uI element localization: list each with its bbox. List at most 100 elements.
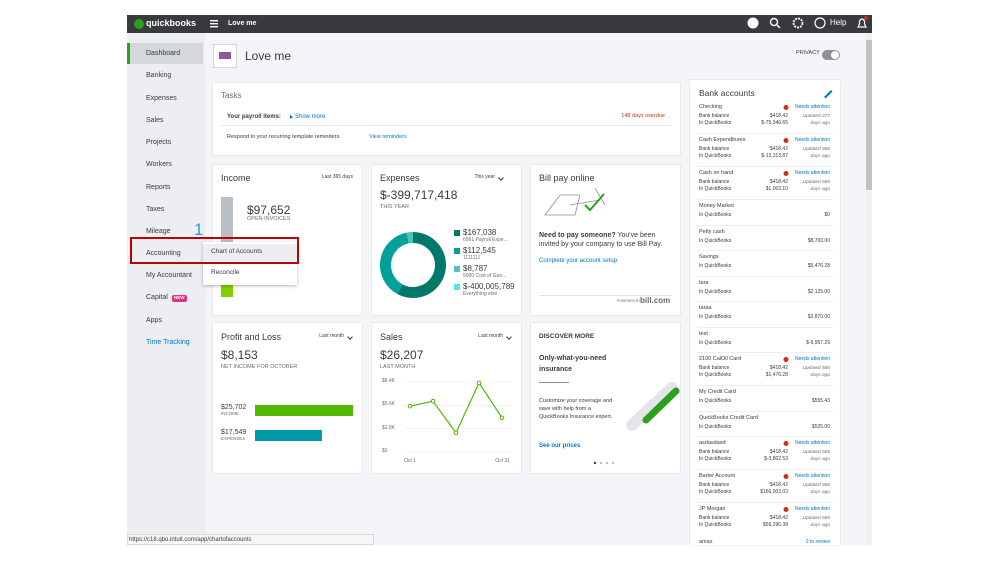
row-label: In QuickBooks bbox=[699, 489, 732, 495]
legend-swatch bbox=[454, 230, 460, 236]
nav-item[interactable]: Sales bbox=[146, 117, 164, 124]
setup-link[interactable]: Complete your account setup bbox=[539, 258, 618, 264]
bill-brand: bill.com bbox=[640, 296, 671, 305]
view-reminders-link[interactable]: View reminders bbox=[369, 134, 407, 140]
notification-dot bbox=[864, 16, 868, 20]
tasks-row bbox=[221, 108, 671, 126]
attention-link[interactable]: Needs attention bbox=[794, 473, 830, 479]
flyout-highlight bbox=[203, 244, 297, 261]
x-label: Oct 1 bbox=[404, 458, 416, 464]
qb-balance: $-3,802.53 bbox=[764, 456, 788, 462]
qb-balance: $525.00 bbox=[811, 423, 830, 430]
legend-label: 5000 Cost of Goo... bbox=[463, 273, 507, 279]
attention-link[interactable]: Needs attention bbox=[794, 170, 830, 176]
card-title: Bill pay online bbox=[539, 173, 595, 183]
row-label: In QuickBooks bbox=[699, 237, 732, 244]
help-link[interactable]: Help bbox=[830, 18, 847, 27]
legend-amount: $167,038 bbox=[463, 228, 497, 237]
company-name: Love me bbox=[228, 20, 257, 27]
row-label: Bank balance bbox=[699, 515, 730, 521]
attention-link[interactable]: Needs attention bbox=[794, 104, 830, 110]
account-name: My Credit Card bbox=[699, 389, 736, 395]
account-name: test bbox=[699, 330, 708, 337]
pl-bar bbox=[255, 430, 322, 441]
attention-icon bbox=[783, 138, 789, 143]
account-name: Petty cash bbox=[699, 228, 725, 235]
body: Customize your coverage and save with he… bbox=[539, 398, 613, 420]
qb-balance: $59,296.38 bbox=[762, 522, 788, 528]
logo-image bbox=[219, 52, 231, 59]
account-divider bbox=[697, 250, 833, 251]
updated-label: Updated 586 days ago bbox=[802, 450, 830, 462]
attention-icon bbox=[783, 507, 789, 512]
nav-item[interactable]: Apps bbox=[146, 317, 162, 324]
status-bar bbox=[127, 534, 374, 545]
period-dropdown[interactable]: Last month bbox=[312, 334, 512, 339]
account-divider bbox=[697, 199, 833, 200]
nav-item[interactable]: Expenses bbox=[146, 95, 177, 102]
attention-link[interactable]: Needs attention bbox=[794, 506, 830, 512]
account-name: Money Market bbox=[699, 203, 734, 209]
flyout-item[interactable]: Chart of Accounts bbox=[211, 248, 263, 255]
show-more-link[interactable]: Show more bbox=[295, 114, 326, 120]
settings-icon bbox=[792, 17, 804, 29]
card-title: Income bbox=[221, 173, 251, 183]
prices-link[interactable]: See our prices bbox=[539, 443, 581, 449]
nav-item[interactable]: Workers bbox=[146, 161, 172, 168]
carousel-dot bbox=[599, 461, 603, 465]
scroll-thumb bbox=[866, 40, 872, 190]
attention-link[interactable]: Needs attention bbox=[794, 440, 830, 446]
bank-balance: $418.42 bbox=[769, 179, 788, 185]
donut-segment bbox=[380, 232, 410, 294]
menu-icon bbox=[210, 26, 218, 28]
carousel-dot bbox=[593, 461, 597, 465]
bank-balance: $418.42 bbox=[769, 449, 788, 455]
qb-balance: $-9,957.29 bbox=[806, 339, 830, 346]
nav-item[interactable]: Projects bbox=[146, 139, 172, 146]
account-name: 2100 CalOil Card bbox=[699, 356, 742, 362]
flyout-item[interactable]: Reconcile bbox=[211, 269, 240, 276]
attention-link[interactable]: Needs attention bbox=[794, 356, 830, 362]
account-divider bbox=[697, 301, 833, 302]
scrollbar bbox=[866, 33, 872, 545]
expand-icon bbox=[290, 115, 293, 119]
nav-item[interactable]: Banking bbox=[146, 72, 172, 79]
y-tick-label: $0 bbox=[382, 448, 388, 454]
attention-link[interactable]: Needs attention bbox=[794, 137, 830, 143]
nav-item[interactable]: Dashboard bbox=[146, 50, 181, 57]
new-badge: NEW bbox=[172, 295, 187, 302]
card-title: Bank accounts bbox=[699, 88, 755, 98]
menu-icon bbox=[210, 20, 218, 22]
nav-item[interactable]: Accounting bbox=[146, 250, 181, 257]
bill-pay-card bbox=[531, 165, 680, 315]
amount: $25,702 bbox=[221, 404, 247, 411]
qb-balance: $-13,313.87 bbox=[761, 153, 788, 159]
nav-item[interactable]: My Accountant bbox=[146, 272, 192, 279]
step-number: 1 bbox=[194, 220, 204, 239]
row-label: Bank balance bbox=[699, 449, 730, 455]
tasks-card bbox=[213, 83, 680, 155]
attention-icon bbox=[783, 171, 789, 176]
attention-icon bbox=[783, 105, 789, 110]
nav-item[interactable]: Time Tracking bbox=[146, 339, 190, 346]
powered-by: POWERED BY bbox=[617, 299, 641, 303]
brand: quickbooks bbox=[146, 18, 197, 28]
caption: NET INCOME FOR OCTOBER bbox=[221, 364, 298, 370]
nav-item[interactable]: Mileage bbox=[146, 228, 171, 235]
nav-item[interactable]: Reports bbox=[146, 184, 171, 191]
row-label: In QuickBooks bbox=[699, 288, 732, 295]
qb-balance: $5,476.28 bbox=[807, 263, 830, 269]
nav-item[interactable]: Capital bbox=[146, 294, 168, 301]
y-tick-label: $2.8K bbox=[382, 424, 396, 431]
period-dropdown[interactable]: This year bbox=[304, 175, 504, 180]
qb-balance: $555.43 bbox=[811, 398, 830, 404]
bank-balance: $418.42 bbox=[769, 482, 788, 488]
account-name: amax bbox=[699, 539, 713, 545]
review-link[interactable]: 2 to review bbox=[805, 539, 830, 545]
account-divider bbox=[697, 469, 833, 470]
legend-swatch bbox=[454, 266, 460, 272]
updated-label: Updated 586 days ago bbox=[802, 366, 830, 378]
account-name: Checking bbox=[699, 104, 722, 110]
nav-item[interactable]: Taxes bbox=[146, 206, 165, 213]
